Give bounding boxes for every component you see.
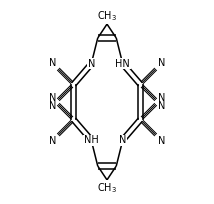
Text: HN: HN xyxy=(115,59,130,69)
Text: CH$_3$: CH$_3$ xyxy=(97,9,117,23)
Text: N: N xyxy=(49,93,56,103)
Text: NH: NH xyxy=(84,135,99,145)
Text: N: N xyxy=(49,136,56,146)
Text: N: N xyxy=(49,101,56,111)
Text: N: N xyxy=(119,135,126,145)
Text: N: N xyxy=(158,101,165,111)
Text: N: N xyxy=(49,58,56,68)
Text: N: N xyxy=(158,136,165,146)
Text: N: N xyxy=(158,58,165,68)
Text: N: N xyxy=(88,59,95,69)
Text: N: N xyxy=(158,93,165,103)
Text: CH$_3$: CH$_3$ xyxy=(97,181,117,195)
